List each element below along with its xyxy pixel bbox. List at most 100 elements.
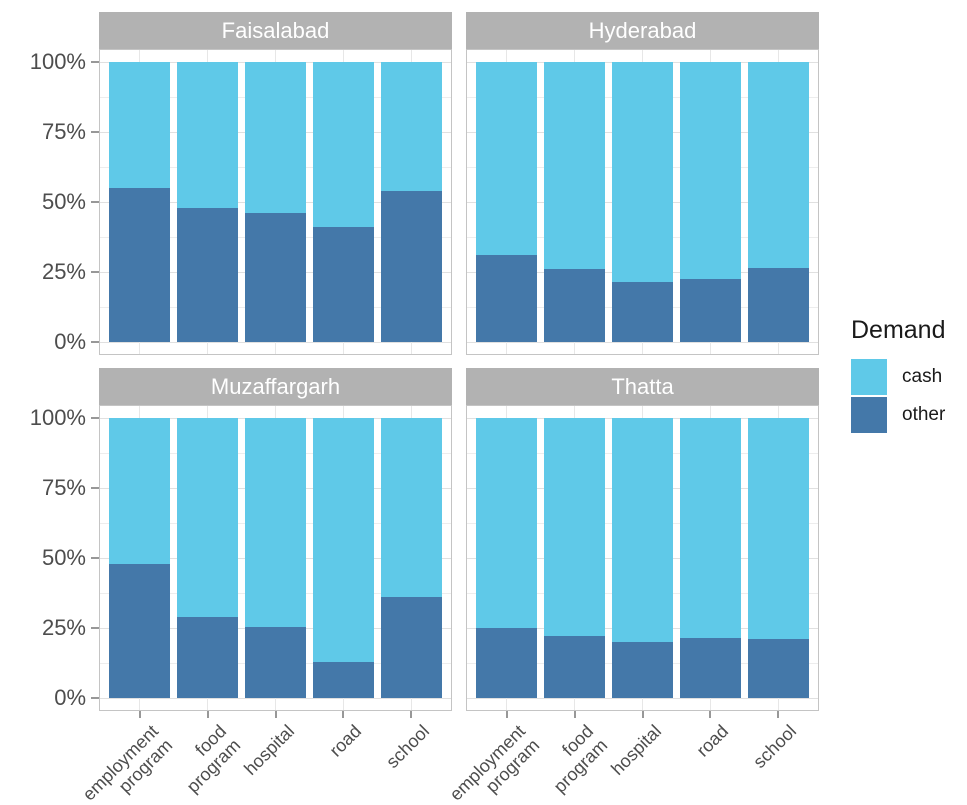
x-axis-tick-mark bbox=[206, 711, 209, 718]
bar-hospital bbox=[245, 62, 306, 342]
x-axis-tick-mark bbox=[573, 711, 576, 718]
bar-road bbox=[312, 418, 374, 698]
legend-item-cash: cash bbox=[845, 359, 946, 395]
bar-segment-cash bbox=[747, 418, 809, 640]
y-axis-tick-mark bbox=[91, 417, 99, 419]
facet-strip: Faisalabad bbox=[99, 12, 452, 49]
bar-employment-program bbox=[109, 418, 171, 698]
legend-label-cash: cash bbox=[902, 366, 943, 387]
facet-panel bbox=[99, 49, 452, 355]
bar-segment-other bbox=[312, 227, 374, 342]
y-axis-tick-mark bbox=[91, 627, 99, 629]
bar-segment-cash bbox=[312, 418, 374, 662]
facet-muzaffargarh: Muzaffargarh bbox=[99, 368, 452, 711]
y-axis-tick-label: 0% bbox=[54, 329, 86, 354]
y-axis-tick-mark bbox=[91, 61, 99, 63]
bar-segment-cash bbox=[245, 62, 306, 214]
bar-segment-cash bbox=[612, 62, 673, 282]
y-axis-tick-label: 50% bbox=[41, 189, 86, 214]
bar-segment-other bbox=[109, 188, 171, 342]
bar-school bbox=[380, 62, 442, 342]
x-axis-tick-mark bbox=[342, 711, 345, 718]
bar-food-program bbox=[544, 62, 606, 342]
bar-segment-cash bbox=[476, 418, 538, 628]
y-axis-tick-label: 100% bbox=[29, 49, 86, 74]
x-axis-tick-mark bbox=[410, 711, 413, 718]
bar-segment-cash bbox=[245, 418, 306, 627]
y-axis-tick-mark bbox=[91, 557, 99, 559]
x-axis-tick-mark bbox=[138, 711, 141, 718]
y-axis-tick-label: 25% bbox=[41, 615, 86, 640]
legend-swatch-other bbox=[851, 397, 887, 433]
facet-panel bbox=[466, 49, 819, 355]
bar-hospital bbox=[245, 418, 306, 698]
bar-segment-cash bbox=[177, 418, 239, 617]
legend-label-other: other bbox=[902, 404, 946, 425]
x-axis-tick-mark bbox=[709, 711, 712, 718]
bar-employment-program bbox=[109, 62, 171, 342]
bar-school bbox=[380, 418, 442, 698]
bar-hospital bbox=[612, 62, 673, 342]
legend-swatch-cash bbox=[851, 359, 887, 395]
bar-segment-cash bbox=[612, 418, 673, 642]
bar-segment-other bbox=[380, 190, 442, 342]
facet-title: Faisalabad bbox=[221, 17, 330, 43]
bar-school bbox=[747, 418, 809, 698]
bar-segment-other bbox=[476, 628, 538, 698]
bar-segment-other bbox=[476, 255, 538, 342]
bar-segment-cash bbox=[177, 62, 239, 208]
bar-segment-other bbox=[679, 637, 741, 698]
bar-segment-other bbox=[245, 626, 306, 698]
bar-segment-other bbox=[245, 213, 306, 342]
facet-title: Thatta bbox=[611, 373, 674, 399]
y-axis-tick-label: 75% bbox=[41, 475, 86, 500]
bar-segment-cash bbox=[544, 418, 606, 637]
bar-segment-cash bbox=[679, 418, 741, 638]
facet-hyderabad: Hyderabad bbox=[466, 12, 819, 355]
x-axis-tick-mark bbox=[274, 711, 277, 718]
y-axis-tick-label: 0% bbox=[54, 685, 86, 710]
facet-strip: Muzaffargarh bbox=[99, 368, 452, 405]
y-axis-tick-mark bbox=[91, 487, 99, 489]
bar-segment-other bbox=[177, 207, 239, 342]
legend: Demand cash other bbox=[845, 316, 946, 435]
facet-title: Hyderabad bbox=[588, 17, 697, 43]
bar-segment-cash bbox=[380, 62, 442, 191]
bar-food-program bbox=[177, 62, 239, 342]
bar-segment-other bbox=[747, 267, 809, 342]
bar-segment-other bbox=[380, 597, 442, 698]
bar-employment-program bbox=[476, 418, 538, 698]
x-axis-tick-mark bbox=[641, 711, 644, 718]
facet-title: Muzaffargarh bbox=[210, 373, 341, 399]
y-axis-tick-label: 75% bbox=[41, 119, 86, 144]
bar-segment-cash bbox=[476, 62, 538, 256]
bar-segment-cash bbox=[747, 62, 809, 268]
legend-title: Demand bbox=[851, 316, 946, 344]
y-axis-tick-label: 100% bbox=[29, 405, 86, 430]
bar-segment-other bbox=[747, 639, 809, 698]
bar-segment-cash bbox=[679, 62, 741, 279]
facet-panel bbox=[99, 405, 452, 711]
bar-road bbox=[312, 62, 374, 342]
bar-segment-other bbox=[612, 281, 673, 342]
facet-thatta: Thatta bbox=[466, 368, 819, 711]
bar-school bbox=[747, 62, 809, 342]
legend-item-other: other bbox=[845, 397, 946, 433]
bar-food-program bbox=[177, 418, 239, 698]
bar-segment-cash bbox=[109, 418, 171, 564]
bar-road bbox=[679, 62, 741, 342]
bar-segment-other bbox=[679, 279, 741, 342]
y-axis-tick-label: 25% bbox=[41, 259, 86, 284]
y-axis-tick-mark bbox=[91, 697, 99, 699]
x-axis-tick-mark bbox=[505, 711, 508, 718]
y-axis-tick-mark bbox=[91, 271, 99, 273]
x-axis-tick-mark bbox=[777, 711, 780, 718]
y-axis-tick-mark bbox=[91, 341, 99, 343]
bar-segment-cash bbox=[312, 62, 374, 228]
bar-segment-other bbox=[109, 563, 171, 698]
y-axis-tick-label: 50% bbox=[41, 545, 86, 570]
bar-segment-cash bbox=[544, 62, 606, 270]
facet-strip: Thatta bbox=[466, 368, 819, 405]
facet-strip: Hyderabad bbox=[466, 12, 819, 49]
